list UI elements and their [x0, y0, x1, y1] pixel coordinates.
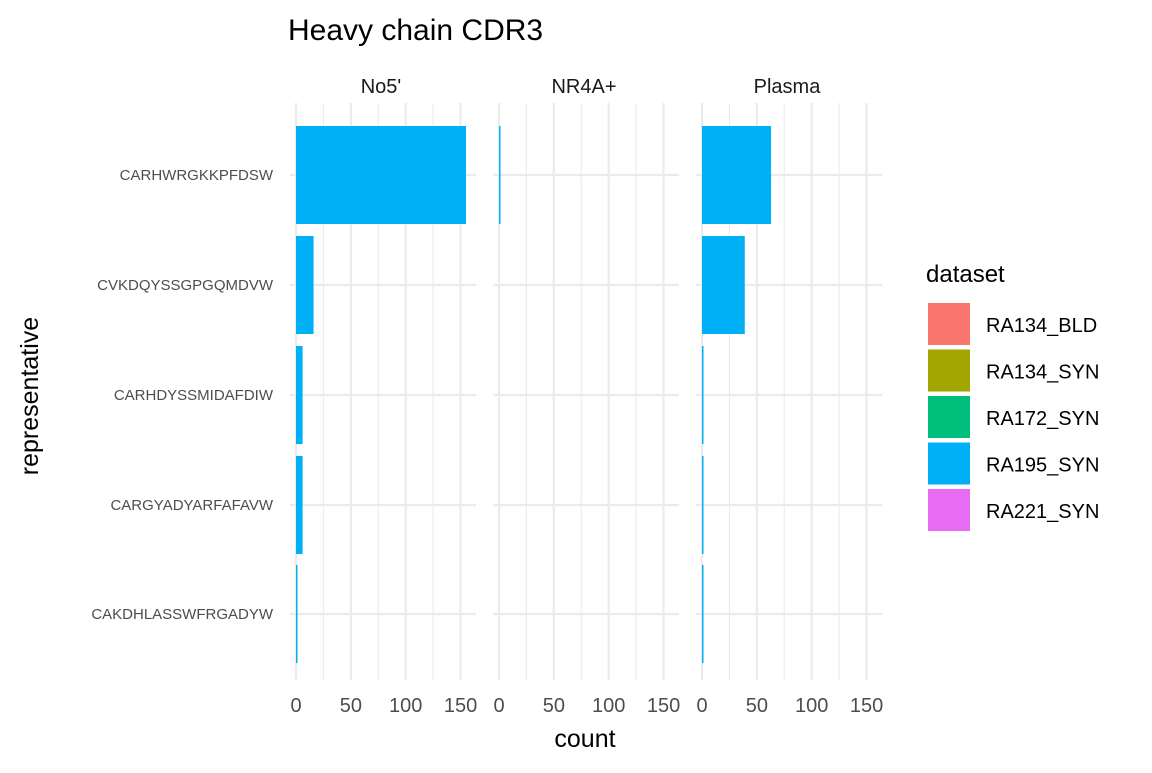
- facet-panel: No5' 0 50 100 150: [290, 76, 477, 717]
- x-tick-label: 50: [746, 695, 768, 717]
- x-tick-label: 50: [340, 695, 362, 717]
- bar: [296, 565, 298, 663]
- bar: [296, 456, 303, 554]
- legend-key: [928, 442, 970, 485]
- bar: [702, 565, 704, 663]
- bar: [296, 346, 303, 444]
- legend-key: [928, 349, 970, 392]
- bar: [296, 236, 314, 334]
- bar: [702, 126, 772, 224]
- x-tick-label: 100: [795, 695, 828, 717]
- x-tick-label: 100: [592, 695, 625, 717]
- x-tick-label: 150: [647, 695, 680, 717]
- x-tick-label: 0: [493, 695, 504, 717]
- y-tick-label: CARHDYSSMIDAFDIW: [114, 387, 274, 404]
- facet-strip-label: NR4A+: [551, 76, 616, 98]
- x-tick-label: 150: [444, 695, 477, 717]
- bar: [702, 456, 704, 554]
- y-tick-label: CARGYADYARFAFAVW: [110, 497, 273, 514]
- legend-label: RA172_SYN: [986, 408, 1099, 430]
- x-tick-label: 100: [389, 695, 422, 717]
- x-axis-title: count: [554, 725, 615, 753]
- legend-title: dataset: [926, 261, 1005, 288]
- legend-key: [928, 303, 970, 345]
- legend-label: RA134_BLD: [986, 315, 1097, 337]
- facet-panels: No5' 0 50 100 150 NR4A+ 0 50 100 150 Plasma 0 50 100 1…: [290, 76, 883, 717]
- y-tick-label: CARHWRGKKPFDSW: [120, 167, 274, 184]
- legend-label: RA195_SYN: [986, 455, 1099, 477]
- y-tick-label: CVKDQYSSGPGQMDVW: [97, 277, 274, 294]
- bar: [296, 126, 466, 224]
- facet-panel: Plasma 0 50 100 150: [696, 76, 883, 717]
- bar: [702, 236, 745, 334]
- bar: [499, 126, 501, 224]
- x-tick-label: 50: [543, 695, 565, 717]
- legend: RA134_BLD RA134_SYN RA172_SYN RA195_SYN RA22…: [928, 303, 1099, 531]
- x-tick-label: 0: [290, 695, 301, 717]
- chart-title: Heavy chain CDR3: [288, 14, 543, 47]
- legend-label: RA221_SYN: [986, 501, 1099, 523]
- x-tick-label: 150: [850, 695, 883, 717]
- y-axis-title: representative: [16, 317, 44, 475]
- x-tick-label: 0: [696, 695, 707, 717]
- facet-strip-label: No5': [361, 76, 402, 98]
- facet-strip-label: Plasma: [754, 76, 822, 98]
- legend-label: RA134_SYN: [986, 362, 1099, 384]
- category-labels: CARHWRGKKPFDSW CVKDQYSSGPGQMDVW CARHDYSSMI…: [91, 167, 274, 623]
- legend-key: [928, 489, 970, 531]
- y-tick-label: CAKDHLASSWFRGADYW: [91, 606, 274, 623]
- legend-key: [928, 396, 970, 438]
- bar: [702, 346, 704, 444]
- facet-panel: NR4A+ 0 50 100 150: [493, 76, 680, 717]
